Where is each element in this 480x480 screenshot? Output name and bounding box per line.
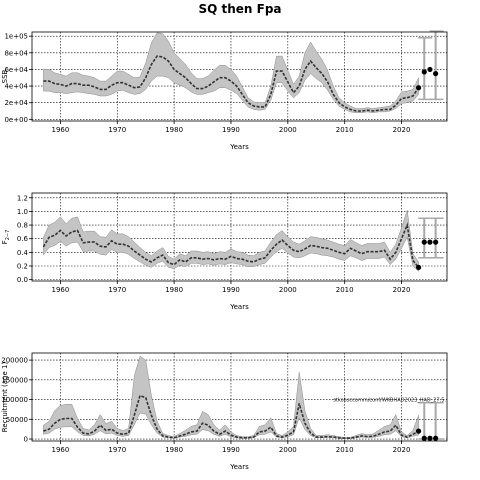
y-axis-label-recruitment: Recruitment (age 1) (1, 362, 9, 433)
x-tick-label: 2020 (393, 126, 411, 134)
x-tick-label: 2020 (393, 286, 411, 294)
projection-point (433, 239, 439, 245)
confidence-band-recruitment (43, 355, 419, 439)
x-tick-label: 1960 (52, 126, 70, 134)
plot-frame-fbar (31, 192, 448, 282)
projection-point (421, 69, 427, 75)
y-tick-label: 1e+05 (4, 33, 28, 41)
x-tick-label: 2000 (279, 286, 297, 294)
x-tick-label: 2020 (393, 446, 411, 454)
projection-point (427, 435, 433, 441)
projection-point (427, 66, 433, 73)
median-line-fbar (42, 222, 420, 268)
y-tick-label: 0 (24, 436, 28, 444)
y-tick-label: 0.6 (17, 235, 29, 243)
y-tick-label: 1.2 (17, 194, 28, 202)
plot-frame-ssb (31, 31, 448, 122)
projection-point (427, 239, 433, 245)
y-tick-label: 0.8 (17, 222, 28, 230)
median-line-recruitment (43, 394, 419, 440)
projection-point (433, 70, 439, 77)
projection-point (421, 435, 427, 441)
y-tick-label: 100000 (1, 396, 28, 404)
figure-title: SQ then Fpa (198, 2, 281, 16)
median-line-ssb (43, 55, 420, 112)
x-tick-label: 2010 (336, 446, 354, 454)
panel-ssb: 1960 1970 1980 1990 2000 2010 2020 0e+00 2e+04 4e… (1, 30, 448, 151)
y-tick-label: 150000 (1, 376, 28, 384)
x-tick-label: 1990 (222, 286, 240, 294)
x-tick-label: 1980 (165, 446, 183, 454)
point-terminal-ssb (415, 85, 422, 91)
y-tick-label: 50000 (6, 416, 28, 424)
y-axis-label-ssb: SSB (1, 69, 9, 83)
y-tick-label: 0e+00 (4, 116, 28, 124)
x-tick-label: 2010 (336, 126, 354, 134)
y-tick-label: 0.0 (17, 276, 28, 284)
x-tick-label: 1960 (52, 286, 70, 294)
x-axis-label-recruitment: Years (229, 463, 249, 471)
x-tick-label: 1980 (165, 126, 183, 134)
x-tick-label: 2000 (279, 446, 297, 454)
y-tick-label: 0.2 (17, 262, 28, 270)
x-tick-label: 1960 (52, 446, 70, 454)
point-terminal-fbar (415, 264, 422, 270)
y-tick-label: 200000 (1, 357, 28, 365)
x-axis-label-ssb: Years (229, 143, 249, 151)
y-axis-label-fbar: F2−7 (1, 230, 11, 245)
point-terminal-recruitment (415, 428, 422, 434)
x-tick-label: 1970 (108, 126, 126, 134)
projection-point (421, 239, 427, 245)
y-tick-label: 0.4 (17, 249, 29, 257)
confidence-band-ssb (43, 32, 419, 113)
y-tick-label: 4e+04 (4, 83, 28, 91)
x-tick-label: 1970 (108, 446, 126, 454)
x-tick-label: 1990 (222, 126, 240, 134)
panel-fbar: 1960 1970 1980 1990 2000 2010 2020 0.0 0.2 0.4 0.6… (1, 192, 448, 311)
projection-point (433, 435, 439, 441)
x-axis-label-fbar: Years (229, 303, 249, 311)
panel-recruitment: 1960 1970 1980 1990 2000 2010 2020 0 50000 100000… (1, 352, 448, 471)
plot-frame-recruitment (31, 352, 448, 442)
y-axis-label-subscript: 2−7 (5, 230, 11, 241)
y-tick-label: 1.0 (17, 208, 28, 216)
y-tick-label: 8e+04 (4, 49, 28, 57)
x-tick-label: 1980 (165, 286, 183, 294)
x-tick-label: 1970 (108, 286, 126, 294)
x-tick-label: 1990 (222, 446, 240, 454)
x-tick-label: 2000 (279, 126, 297, 134)
y-tick-label: 6e+04 (4, 66, 28, 74)
panel-annotation: stkobsccomm/conf/WKBHAD2023_HAD_27.5. (333, 398, 446, 404)
x-tick-label: 2010 (336, 286, 354, 294)
chart-panels: 1960 1970 1980 1990 2000 2010 2020 0e+00 2e+04 4e… (1, 30, 448, 471)
confidence-band-fbar (43, 210, 419, 272)
y-tick-label: 2e+04 (4, 99, 28, 107)
